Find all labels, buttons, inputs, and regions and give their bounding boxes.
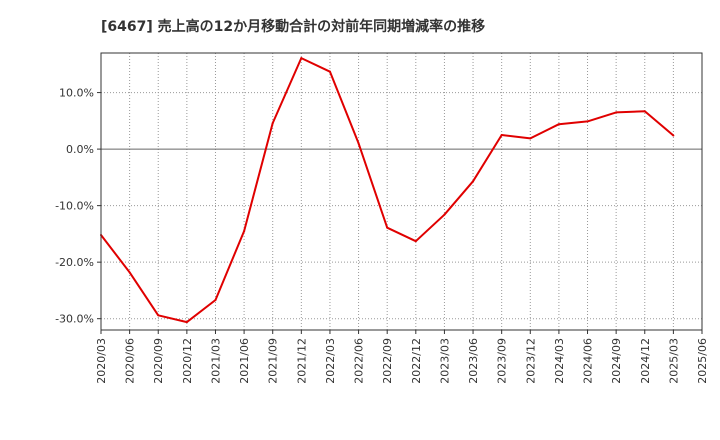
y-tick-label: -30.0% <box>55 313 94 326</box>
x-tick-label: 2024/12 <box>639 338 652 384</box>
data-point <box>328 70 331 73</box>
x-tick-label: 2021/03 <box>209 338 222 384</box>
data-point <box>185 321 188 324</box>
data-point <box>157 314 160 317</box>
x-tick-label: 2021/12 <box>295 338 308 384</box>
plot-frame <box>100 52 703 331</box>
y-tick-label: 10.0% <box>59 87 94 100</box>
chart-title: [6467] 売上高の12か月移動合計の対前年同期増減率の推移 <box>101 18 485 35</box>
data-point <box>214 299 217 302</box>
data-point <box>643 110 646 113</box>
data-point <box>586 120 589 123</box>
x-tick-label: 2024/06 <box>582 338 595 384</box>
x-tick-label: 2021/06 <box>238 338 251 384</box>
data-point <box>300 57 303 60</box>
data-point <box>500 133 503 136</box>
x-tick-label: 2020/12 <box>181 338 194 384</box>
data-point <box>672 134 675 137</box>
data-point <box>557 123 560 126</box>
y-tick-label: -20.0% <box>55 256 94 269</box>
x-tick-label: 2022/06 <box>353 338 366 384</box>
data-point <box>357 142 360 145</box>
data-point <box>243 230 246 233</box>
data-point <box>271 122 274 125</box>
data-point <box>529 137 532 140</box>
x-tick-label: 2023/12 <box>524 338 537 384</box>
x-tick-label: 2020/06 <box>124 338 137 384</box>
x-tick-label: 2025/06 <box>696 338 709 384</box>
data-point <box>443 213 446 216</box>
y-tick-label: 0.0% <box>66 143 94 156</box>
series-layer <box>100 57 675 324</box>
data-point <box>128 271 131 274</box>
y-tick-label: -10.0% <box>55 200 94 213</box>
axis-layer: 10.0% 0.0% -10.0% -20.0% -30.0%2020/03 2020/0… <box>55 52 709 384</box>
x-tick-label: 2024/03 <box>553 338 566 384</box>
x-tick-label: 2020/09 <box>152 338 165 384</box>
grid-layer <box>100 53 703 330</box>
series-line <box>100 57 675 324</box>
x-tick-label: 2023/06 <box>467 338 480 384</box>
data-point <box>386 226 389 229</box>
x-tick-label: 2025/03 <box>667 338 680 384</box>
x-tick-label: 2022/03 <box>324 338 337 384</box>
data-point <box>414 240 417 243</box>
x-tick-label: 2020/03 <box>95 338 108 384</box>
x-tick-label: 2024/09 <box>610 338 623 384</box>
x-tick-label: 2022/12 <box>410 338 423 384</box>
x-tick-label: 2022/09 <box>381 338 394 384</box>
x-tick-label: 2023/03 <box>438 338 451 384</box>
data-point <box>615 111 618 114</box>
x-tick-label: 2023/09 <box>496 338 509 384</box>
data-point <box>472 180 475 183</box>
x-tick-label: 2021/09 <box>267 338 280 384</box>
